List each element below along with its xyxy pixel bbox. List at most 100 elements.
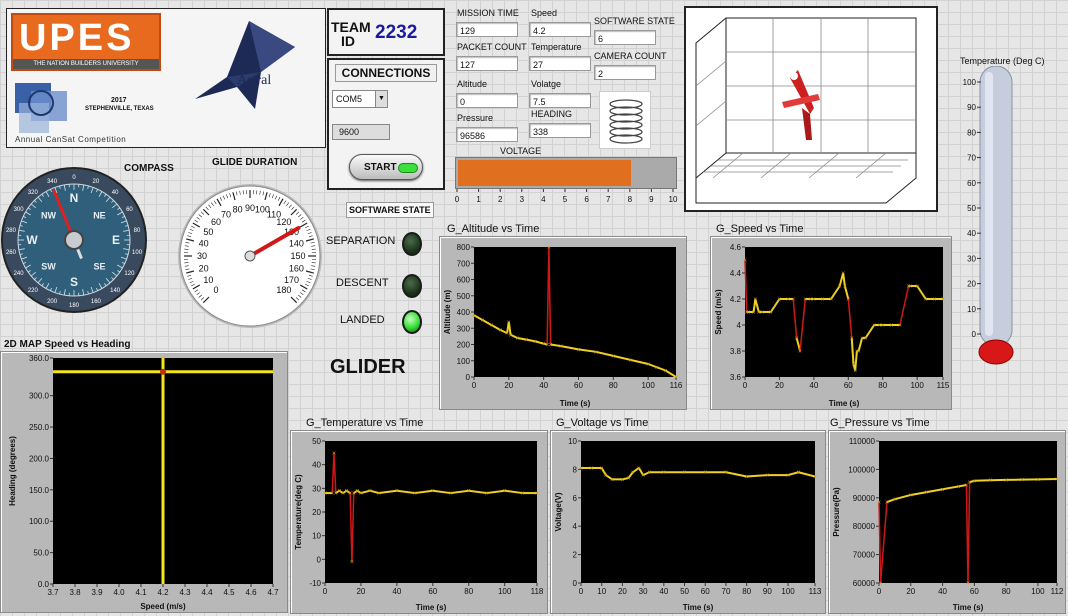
data-point: × <box>515 336 519 343</box>
data-point: × <box>877 323 881 330</box>
gauge-tick <box>259 190 261 195</box>
series-line-segment <box>351 493 355 562</box>
thermometer-tick-label: 100 <box>963 78 977 87</box>
gauge-tick <box>189 228 194 232</box>
series-line-segment <box>605 474 613 481</box>
data-point: × <box>647 470 651 477</box>
x-tick-label: 100 <box>641 381 655 390</box>
competition-name: Annual CanSat Competition <box>15 135 127 144</box>
gauge-tick <box>239 190 241 195</box>
speed-chart: 3.6 3.8 4 4.2 4.4 4.6 0 20 40 60 80 100 115 Time (s) S… <box>714 243 950 408</box>
y-tick-label: 100000 <box>848 465 875 474</box>
x-tick-label: 80 <box>742 587 751 596</box>
gauge-tick <box>186 270 195 274</box>
compass-tick <box>25 264 31 269</box>
gauge-tick <box>187 235 192 238</box>
data-point: × <box>746 310 750 317</box>
software-state-value: 6 <box>594 30 656 45</box>
volt-chart-panel: 0 2 4 6 8 10 0 10 20 30 40 50 60 70 80 90 100 113 Time (s)… <box>550 430 826 614</box>
compass-tick <box>30 271 36 277</box>
software-state-panel-title: SOFTWARE STATE <box>346 202 434 218</box>
gauge-label: 110 <box>267 209 281 219</box>
compass-degree-label: 200 <box>47 299 58 305</box>
data-point: × <box>395 488 399 495</box>
data-point: × <box>855 349 859 356</box>
compass-tick <box>18 229 25 232</box>
x-tick-label: 80 <box>878 381 887 390</box>
baud-rate-field[interactable]: 9600 <box>332 124 390 140</box>
compass-cardinal-label: SE <box>93 261 105 271</box>
compass-degree-label: 180 <box>69 303 80 309</box>
chevron-down-icon[interactable]: ▼ <box>375 91 387 107</box>
gauge-tick <box>286 202 290 207</box>
competition-year: 2017 <box>111 97 127 104</box>
data-point: × <box>972 478 976 485</box>
series-line-segment <box>378 489 397 495</box>
compass-tick <box>25 211 31 216</box>
series-line-segment <box>886 498 896 504</box>
series-line-segment <box>560 345 579 351</box>
data-point: × <box>498 327 502 334</box>
series-line-segment <box>857 337 864 352</box>
x-tick-label: 100 <box>498 587 512 596</box>
gauge-tick <box>306 228 311 232</box>
data-point: × <box>909 492 913 499</box>
compass-tick <box>104 193 107 197</box>
data-point: × <box>796 470 800 477</box>
data-point: × <box>956 484 960 491</box>
series-line-segment <box>795 337 802 352</box>
compass-tick <box>117 270 121 273</box>
y-tick-label: 10 <box>312 532 321 541</box>
x-tick-label: 40 <box>659 587 668 596</box>
com-port-select[interactable]: COM5 ▼ <box>332 90 388 108</box>
altitude-label: Altitude <box>457 79 488 89</box>
data-point: × <box>449 491 453 498</box>
compass-degree-label: 220 <box>28 288 39 294</box>
series-line-segment <box>613 354 631 361</box>
gauge-tick <box>189 280 194 284</box>
gauge-label: 180 <box>276 285 291 295</box>
upes-tagline: THE NATION BUILDERS UNIVERSITY <box>13 59 159 69</box>
alt-chart-title: G_Altitude vs Time <box>447 223 540 235</box>
compass-tick <box>59 291 61 295</box>
y-tick-label: 600 <box>457 276 471 285</box>
y-tick-label: 30 <box>312 484 321 493</box>
compass-degree-label: 100 <box>132 250 143 256</box>
data-point: × <box>879 581 883 588</box>
y-tick-label: 100 <box>457 357 471 366</box>
series-line-segment <box>353 489 358 494</box>
y-tick-label: 6 <box>573 494 578 503</box>
gauge-tick <box>213 200 217 205</box>
data-point: × <box>559 344 563 351</box>
x-tick-label: 60 <box>701 587 710 596</box>
data-point: × <box>489 323 493 330</box>
series-line-segment <box>894 493 912 501</box>
data-point: × <box>872 323 876 330</box>
gauge-tick <box>299 292 304 296</box>
data-point: × <box>507 319 511 326</box>
gauge-label: 30 <box>197 251 207 261</box>
packet-count-label: PACKET COUNT <box>457 42 527 52</box>
compass-tick <box>121 262 125 265</box>
series-line-segment <box>396 489 415 495</box>
x-axis-label: Time (s) <box>560 399 591 408</box>
series-line-segment <box>468 489 487 495</box>
gauge-tick <box>301 219 306 223</box>
compass-tick <box>98 191 103 197</box>
data-point: × <box>777 297 781 304</box>
plot-area <box>581 441 815 583</box>
series-line-segment <box>550 343 562 348</box>
compass-tick <box>90 187 94 194</box>
x-axis-label: Speed (m/s) <box>140 602 186 611</box>
series-line-segment <box>798 471 816 478</box>
y-tick-label: 60000 <box>853 579 876 588</box>
y-axis-label: Altitude (m) <box>443 289 452 334</box>
x-tick-label: 90 <box>763 587 772 596</box>
compass-tick <box>117 211 123 216</box>
start-button[interactable]: START <box>349 154 423 180</box>
compass-tick <box>120 256 127 260</box>
series-line-segment <box>342 489 348 494</box>
gauge-tick <box>291 206 295 211</box>
x-tick-label: 50 <box>680 587 689 596</box>
map-chart-panel: 0.0 50.0 100.0 150.0 200.0 250.0 300.0 360.0 3.7… <box>0 351 288 613</box>
